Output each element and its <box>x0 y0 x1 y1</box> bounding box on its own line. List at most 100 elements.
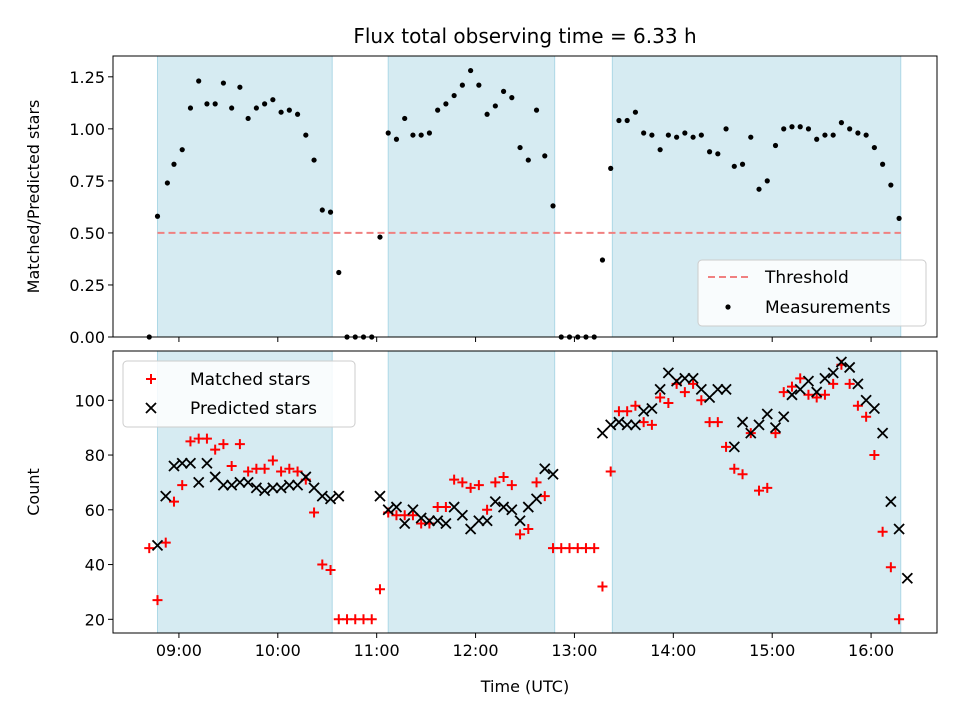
matched-stars-point <box>803 389 814 400</box>
predicted-stars-point <box>258 484 271 497</box>
matched-stars-point <box>144 543 155 554</box>
measurement-point <box>171 161 177 167</box>
matched-stars-point <box>449 474 460 485</box>
measurement-point <box>484 111 490 117</box>
matched-stars-point <box>811 392 822 403</box>
measurement-point <box>789 124 795 130</box>
matched-stars-point <box>877 526 888 537</box>
predicted-stars-point <box>876 427 889 439</box>
measurement-point <box>179 147 185 153</box>
y-tick-label: 1.00 <box>69 120 105 139</box>
predicted-stars-point <box>316 490 328 502</box>
matched-stars-point <box>786 381 797 392</box>
axes-frame <box>112 55 938 338</box>
measurement-point <box>187 105 194 111</box>
predicted-stars-point <box>440 517 452 530</box>
matched-stars-point <box>440 502 451 513</box>
measurement-point <box>748 134 754 140</box>
predicted-stars-point <box>728 441 740 453</box>
y-tick-label: 80 <box>85 446 105 465</box>
x-tick-label: 11:00 <box>354 641 400 660</box>
measurement-point <box>880 161 886 167</box>
measurement-point <box>764 178 770 184</box>
predicted-stars-point <box>613 416 625 428</box>
observing-window <box>156 55 333 338</box>
predicted-stars-point <box>489 495 501 508</box>
measurement-point <box>262 101 268 107</box>
measurement-point <box>500 88 507 94</box>
predicted-stars-point <box>539 463 551 475</box>
legend-label: Threshold <box>764 268 849 288</box>
matched-stars-point <box>663 398 674 409</box>
matched-stars-point <box>712 417 723 428</box>
predicted-stars-point <box>234 476 246 489</box>
matched-stars-point <box>168 496 179 507</box>
measurement-point <box>319 207 325 213</box>
matched-stars-point <box>243 466 254 477</box>
predicted-stars-point <box>184 457 197 469</box>
predicted-stars-point <box>168 460 180 472</box>
predicted-stars-point <box>514 515 526 527</box>
predicted-stars-point <box>893 523 905 535</box>
measurement-point <box>863 132 869 138</box>
measurement-point <box>657 147 663 153</box>
measurement-point <box>303 132 309 138</box>
predicted-stars-point <box>415 512 427 524</box>
matched-stars-point <box>218 439 229 450</box>
predicted-stars-point <box>497 501 510 513</box>
predicted-stars-point <box>629 419 642 431</box>
matched-stars-point <box>457 477 468 488</box>
predicted-stars-point <box>835 356 848 368</box>
predicted-stars-point <box>605 419 617 431</box>
measurement-point <box>468 67 474 74</box>
x-axis-label: Time (UTC) <box>480 677 569 696</box>
y-tick-label: 1.25 <box>69 68 105 87</box>
measurement-point <box>690 134 696 140</box>
measurement-point <box>715 151 721 157</box>
measurement-point <box>550 203 556 209</box>
predicted-stars-point <box>778 411 790 423</box>
measurement-point <box>533 107 540 113</box>
measurement-point <box>220 80 227 86</box>
predicted-stars-point <box>242 476 254 489</box>
measurement-point <box>772 142 779 149</box>
matched-stars-point <box>696 395 707 406</box>
x-tick-label: 16:00 <box>848 641 894 660</box>
measurement-point <box>435 107 441 113</box>
x-tick-label: 14:00 <box>650 641 696 660</box>
predicted-stars-point <box>646 402 658 415</box>
predicted-stars-point <box>300 471 312 483</box>
measurement-point <box>682 130 688 136</box>
measurement-point <box>888 182 894 188</box>
matched-stars-point <box>506 480 517 491</box>
legend-predicted-swatch <box>145 402 157 414</box>
measurement-point <box>517 144 523 151</box>
matched-stars-point <box>152 595 163 606</box>
measurement-point <box>245 115 251 122</box>
predicted-stars-point <box>802 375 815 387</box>
matched-stars-point <box>465 482 476 493</box>
x-tick-label: 09:00 <box>156 641 202 660</box>
measurement-point <box>871 144 877 151</box>
x-tick-label: 13:00 <box>551 641 597 660</box>
y-tick-label: 0.00 <box>69 328 105 347</box>
predicted-stars-point <box>901 572 913 584</box>
predicted-stars-point <box>432 515 444 527</box>
predicted-stars-point <box>638 405 650 417</box>
predicted-stars-point <box>217 479 230 491</box>
predicted-stars-point <box>670 375 683 387</box>
predicted-stars-point <box>753 419 765 431</box>
predicted-stars-point <box>761 408 773 420</box>
predicted-stars-point <box>547 468 559 480</box>
matched-stars-point <box>210 444 221 455</box>
legend-label: Measurements <box>765 298 891 318</box>
x-tick-label: 10:00 <box>255 641 301 660</box>
measurement-point <box>731 163 737 169</box>
measurement-point <box>830 132 836 138</box>
matched-stars-point <box>531 477 542 488</box>
observing-window <box>387 55 556 338</box>
matched-stars-point <box>646 419 657 430</box>
predicted-stars-point <box>283 479 295 491</box>
chart-title: Flux total observing time = 6.33 h <box>353 24 696 48</box>
